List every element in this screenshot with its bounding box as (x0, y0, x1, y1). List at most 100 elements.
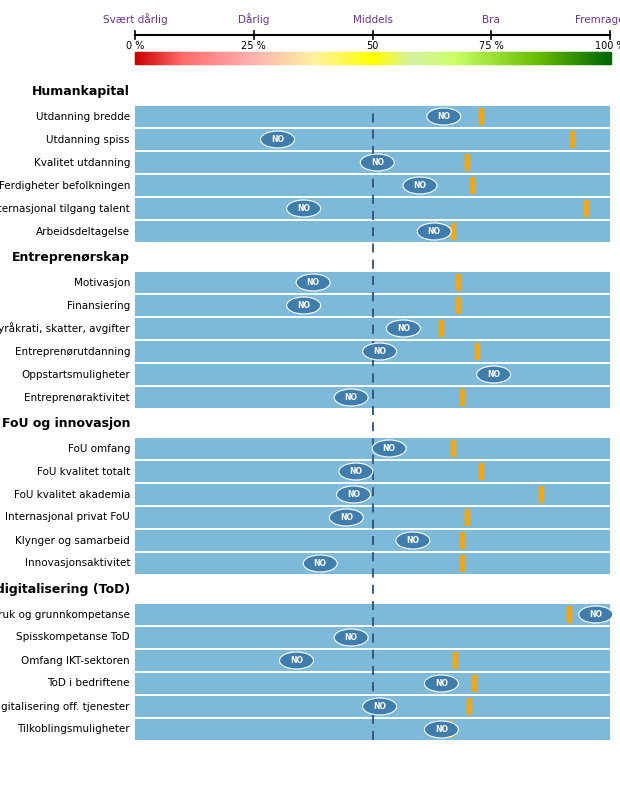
Text: NO: NO (297, 301, 310, 310)
Bar (144, 52, 146, 64)
Bar (208, 52, 210, 64)
Bar (146, 52, 148, 64)
Bar (472, 52, 474, 64)
Bar (391, 52, 394, 64)
Bar (143, 52, 145, 64)
Bar (342, 52, 345, 64)
Bar (250, 52, 253, 64)
Bar (518, 52, 520, 64)
Bar (298, 52, 300, 64)
Bar (384, 52, 386, 64)
Bar (360, 52, 362, 64)
Bar (216, 52, 218, 64)
Text: NO: NO (414, 181, 427, 190)
Text: NO: NO (314, 559, 327, 568)
Text: NO: NO (345, 393, 358, 402)
Bar (230, 52, 232, 64)
Bar (422, 52, 423, 64)
Bar (202, 52, 203, 64)
Bar (135, 295, 610, 316)
Ellipse shape (386, 320, 420, 337)
Bar (485, 52, 487, 64)
Bar (190, 52, 192, 64)
Bar (441, 52, 443, 64)
Bar (479, 108, 484, 125)
Bar (268, 52, 270, 64)
Bar (545, 52, 547, 64)
Bar (385, 52, 388, 64)
Bar (260, 52, 262, 64)
Bar (607, 52, 609, 64)
Bar (135, 461, 610, 482)
Ellipse shape (329, 509, 363, 526)
Ellipse shape (337, 486, 371, 503)
Bar (296, 52, 299, 64)
Bar (580, 52, 582, 64)
Bar (135, 387, 610, 408)
Bar (135, 673, 610, 694)
Text: Svært dårlig: Svært dårlig (103, 13, 167, 25)
Bar (601, 52, 603, 64)
Bar (570, 131, 575, 148)
Bar (135, 129, 610, 150)
Text: Bra: Bra (482, 15, 500, 25)
Bar (228, 52, 231, 64)
Bar (388, 52, 391, 64)
Bar (439, 52, 441, 64)
Bar (293, 52, 295, 64)
Bar (513, 52, 515, 64)
Bar (608, 52, 611, 64)
Bar (347, 52, 349, 64)
Text: Internasjonal tilgang talent: Internasjonal tilgang talent (0, 203, 130, 214)
Bar (567, 606, 572, 623)
Text: NO: NO (383, 444, 396, 453)
Bar (470, 177, 475, 194)
Bar (528, 52, 529, 64)
Bar (276, 52, 278, 64)
Bar (350, 52, 352, 64)
Bar (526, 52, 528, 64)
Bar (238, 52, 240, 64)
Text: NO: NO (340, 513, 353, 522)
Bar (141, 52, 143, 64)
Bar (156, 52, 157, 64)
Bar (401, 52, 403, 64)
Bar (167, 52, 169, 64)
Bar (547, 52, 549, 64)
Bar (239, 52, 242, 64)
Bar (471, 52, 472, 64)
Bar (451, 440, 456, 457)
Bar (356, 52, 359, 64)
Ellipse shape (372, 440, 406, 457)
Bar (467, 52, 469, 64)
Bar (136, 52, 139, 64)
Bar (550, 52, 552, 64)
Bar (577, 52, 579, 64)
Bar (370, 52, 371, 64)
Bar (423, 52, 425, 64)
Bar (335, 52, 337, 64)
Bar (371, 52, 373, 64)
Bar (176, 52, 179, 64)
Bar (195, 52, 197, 64)
Text: NO: NO (371, 158, 384, 167)
Bar (339, 52, 342, 64)
Bar (529, 52, 531, 64)
Bar (135, 438, 610, 459)
Text: Finansiering: Finansiering (67, 300, 130, 310)
Bar (444, 52, 446, 64)
Bar (219, 52, 221, 64)
Bar (450, 52, 452, 64)
Text: 100 %: 100 % (595, 41, 620, 51)
Ellipse shape (424, 675, 458, 692)
Bar (259, 52, 260, 64)
Ellipse shape (417, 223, 451, 240)
Bar (520, 52, 522, 64)
Bar (264, 52, 265, 64)
Bar (498, 52, 500, 64)
Bar (472, 675, 477, 692)
Bar (494, 52, 497, 64)
Bar (465, 154, 470, 171)
Bar (587, 52, 588, 64)
Bar (510, 52, 512, 64)
